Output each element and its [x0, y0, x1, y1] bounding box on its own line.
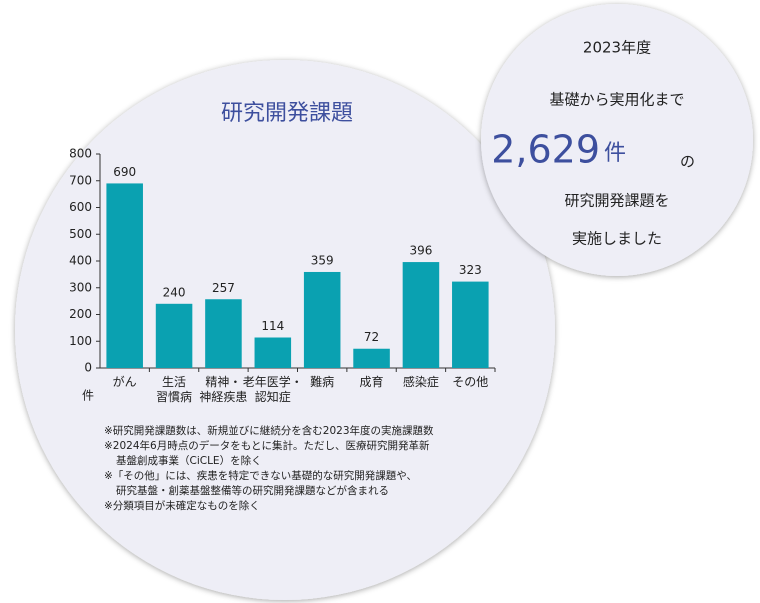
bar	[402, 262, 440, 368]
x-tick-label: その他	[452, 375, 489, 389]
y-tick-label: 600	[69, 200, 92, 214]
x-tick-label: 感染症	[402, 375, 439, 389]
chart-title: 研究開発課題	[221, 101, 353, 126]
bar	[106, 183, 143, 368]
y-tick-label: 200	[69, 307, 92, 321]
value-label: 359	[311, 253, 334, 267]
y-tick-label: 700	[69, 173, 92, 187]
y-tick-label: 800	[69, 147, 92, 161]
highlight-number: 2,629	[491, 128, 600, 172]
bar	[303, 271, 341, 368]
plot: 0 100 200 300 400 500 600 700 800 690 240 257 114 359…	[69, 147, 496, 375]
value-label: 323	[459, 263, 482, 277]
x-tick-label: 精神・ 神経疾患	[199, 375, 248, 404]
y-tick-label: 100	[69, 334, 92, 348]
y-tick-label: 500	[69, 227, 92, 241]
bar	[155, 303, 193, 368]
value-label: 240	[163, 285, 186, 299]
main-circle	[15, 60, 555, 600]
bar	[254, 337, 292, 368]
value-label: 257	[212, 281, 235, 295]
y-unit: 件	[82, 389, 94, 403]
highlight-unit: 件	[604, 141, 626, 166]
note: ※「その他」には、疾患を特定できない基礎的な研究開発課題や、 研究基盤・創薬基盤…	[104, 470, 417, 497]
x-tick-label: 成育	[359, 375, 384, 389]
highlight-line: 実施しました	[572, 230, 662, 248]
x-tick-label: 難病	[310, 375, 335, 389]
value-label: 396	[409, 244, 432, 258]
y-tick-label: 400	[69, 254, 92, 268]
highlight-circle	[481, 4, 753, 276]
x-tick-label: 生活 習慣病	[156, 375, 193, 404]
value-label: 114	[261, 319, 284, 333]
note: ※分類項目が未確定なものを除く	[104, 500, 260, 512]
note: ※2024年6月時点のデータをもとに集計。ただし、医療研究開発革新 基盤創成事業…	[104, 440, 430, 467]
highlight-line: 研究開発課題を	[564, 192, 669, 210]
x-tick-label: がん	[112, 375, 137, 389]
y-tick-label: 300	[69, 280, 92, 294]
value-label: 72	[364, 330, 379, 344]
bar	[452, 281, 489, 368]
bar	[353, 348, 390, 368]
note: ※研究開発課題数は、新規並びに継続分を含む2023年度の実施課題数	[104, 425, 434, 437]
y-tick-label: 0	[84, 361, 92, 375]
highlight-particle: の	[680, 153, 695, 171]
value-label: 690	[113, 165, 136, 179]
highlight-line: 基礎から実用化まで	[549, 91, 684, 109]
x-tick-label: 老年医学・ 認知症	[242, 375, 303, 404]
highlight-year: 2023年度	[583, 39, 651, 57]
notes: ※研究開発課題数は、新規並びに継続分を含む2023年度の実施課題数 ※2024年6…	[104, 424, 536, 514]
bar	[205, 299, 242, 368]
